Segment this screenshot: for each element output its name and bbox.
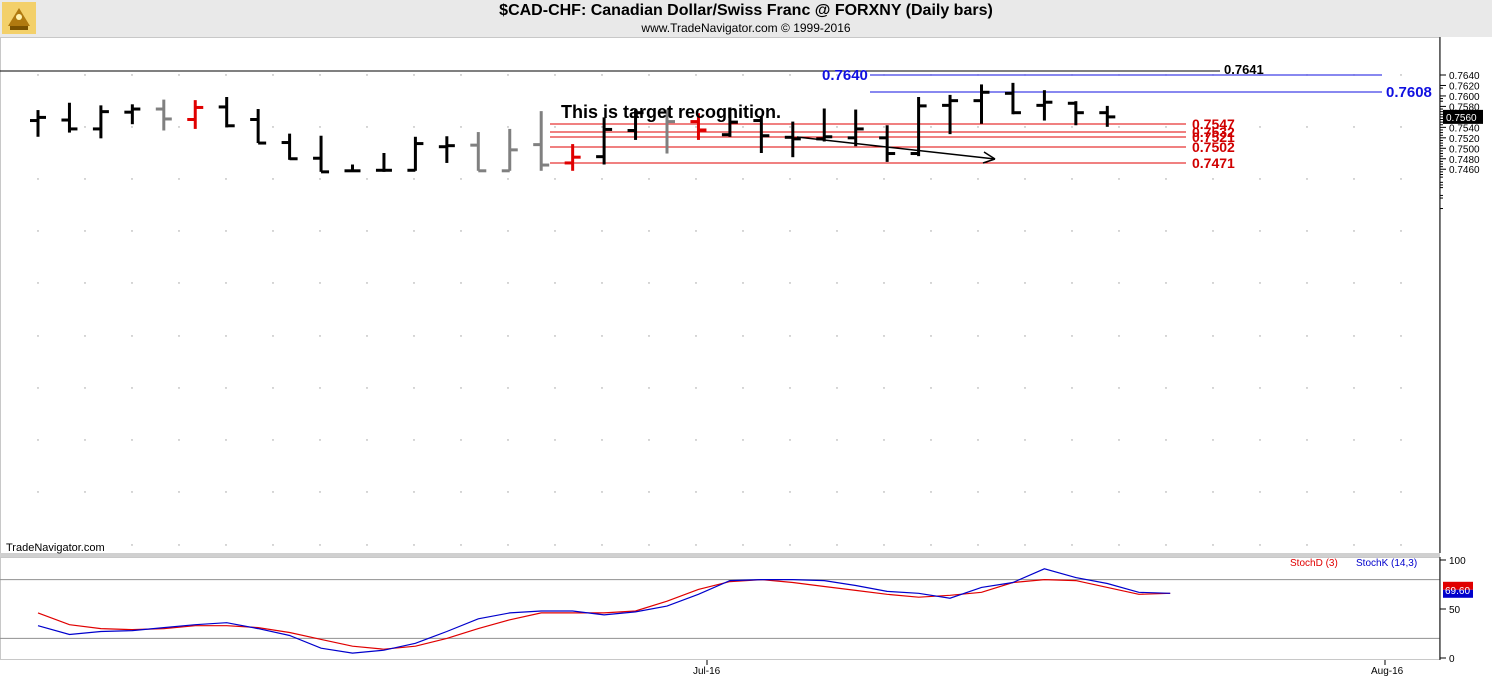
ohlc-bar [659, 109, 675, 154]
price-tick-label: 0.7500 [1449, 144, 1480, 155]
stochd-line [37, 578, 1171, 650]
ohlc-bar [753, 116, 770, 154]
time-axis: Jul-16 Aug-16 [693, 660, 1404, 677]
stochd-value-box [1443, 581, 1473, 590]
ohlc-bar [847, 109, 864, 147]
ohlc-bar [942, 94, 959, 135]
price-axis: 0.76400.76200.76000.75800.75600.75400.75… [1439, 37, 1483, 553]
stoch-axis: 100 50 0 69.60 [1439, 556, 1473, 665]
ohlc-bar [438, 136, 455, 163]
ohlc-bar [1099, 105, 1116, 127]
red-level-label: 0.7547 [1192, 116, 1235, 132]
stochk-line [37, 568, 1171, 654]
ohlc-bar [1004, 82, 1021, 115]
ohlc-bar [564, 144, 581, 171]
grid-dots [37, 74, 1402, 546]
price-tick-label: 0.7460 [1449, 165, 1480, 176]
ohlc-bar [596, 117, 613, 165]
ohlc-bar [30, 110, 46, 137]
annotation-arrow [796, 136, 996, 160]
price-tick-label: 0.7580 [1449, 102, 1480, 113]
ohlc-bar [313, 135, 330, 174]
ohlc-bar [1036, 90, 1053, 121]
ohlc-bar [375, 153, 392, 172]
ohlc-bar [910, 96, 927, 157]
ohlc-bar [155, 99, 172, 131]
price-tick-label: 0.7620 [1449, 81, 1480, 92]
ohlc-bar [533, 111, 550, 171]
ohlc-bar [690, 113, 707, 140]
level-lines: 0.7641 0.7640 0.7608 0.75470.75320.75210.75… [0, 62, 1432, 171]
red-level-label: 0.7521 [1192, 129, 1235, 145]
ohlc-bar [784, 121, 801, 158]
black-level-label: 0.7641 [1224, 62, 1264, 77]
ohlc-bar [61, 102, 78, 133]
ohlc-bar [218, 96, 235, 128]
stochk-legend: StochK (14,3) [1356, 558, 1417, 569]
blue-level-label: 0.7608 [1386, 84, 1432, 101]
ohlc-bar [92, 105, 109, 139]
chart-subtitle: www.TradeNavigator.com © 1999-2016 [641, 21, 851, 35]
price-tick-label: 0.7480 [1449, 155, 1480, 166]
title-bar: $CAD-CHF: Canadian Dollar/Swiss Franc @ … [0, 0, 1492, 37]
time-tick-label: Aug-16 [1371, 666, 1404, 677]
stoch-reference-lines [0, 579, 1440, 639]
ohlc-bar [721, 107, 738, 137]
ohlc-bar [1067, 101, 1084, 126]
ohlc-bar [627, 110, 644, 140]
watermark-text: TradeNavigator.com [6, 542, 105, 554]
stoch-panel-frame [0, 557, 1440, 660]
last-price-box [1443, 109, 1483, 124]
annotation-text: This is target recognition. [561, 102, 781, 122]
ohlc-bar [187, 100, 204, 129]
stoch-tick-label: 100 [1449, 556, 1466, 567]
price-tick-label: 0.7600 [1449, 92, 1480, 103]
price-bars [30, 82, 1116, 174]
tradenavigator-logo-icon [2, 2, 36, 34]
arrowhead-icon [982, 151, 996, 164]
red-level-label: 0.7502 [1192, 139, 1235, 155]
stochd-legend: StochD (3) [1290, 558, 1338, 569]
ohlc-bar [344, 164, 361, 173]
stoch-tick-label: 50 [1449, 605, 1461, 616]
red-level-label: 0.7471 [1192, 155, 1235, 171]
stochastic-lines [37, 568, 1171, 654]
price-tick-label: 0.7520 [1449, 134, 1480, 145]
blue-level-label: 0.7640 [822, 67, 868, 84]
ohlc-bar [124, 104, 141, 125]
chart-title: $CAD-CHF: Canadian Dollar/Swiss Franc @ … [499, 2, 993, 19]
ohlc-bar [470, 132, 487, 173]
stoch-tick-label: 0 [1449, 654, 1455, 665]
ohlc-bar [879, 125, 896, 162]
ohlc-bar [407, 136, 424, 172]
stoch-last-value: 69.60 [1445, 586, 1470, 597]
time-tick-label: Jul-16 [693, 666, 721, 677]
ohlc-bar [250, 109, 267, 145]
last-price-label: 0.7560 [1446, 113, 1477, 124]
ohlc-bar [973, 84, 990, 124]
price-tick-label: 0.7540 [1449, 123, 1480, 134]
ohlc-bar [501, 128, 518, 173]
red-level-label: 0.7532 [1192, 124, 1235, 140]
price-tick-label: 0.7640 [1449, 71, 1480, 82]
ohlc-bar [281, 133, 298, 161]
stochk-value-box [1443, 589, 1473, 598]
